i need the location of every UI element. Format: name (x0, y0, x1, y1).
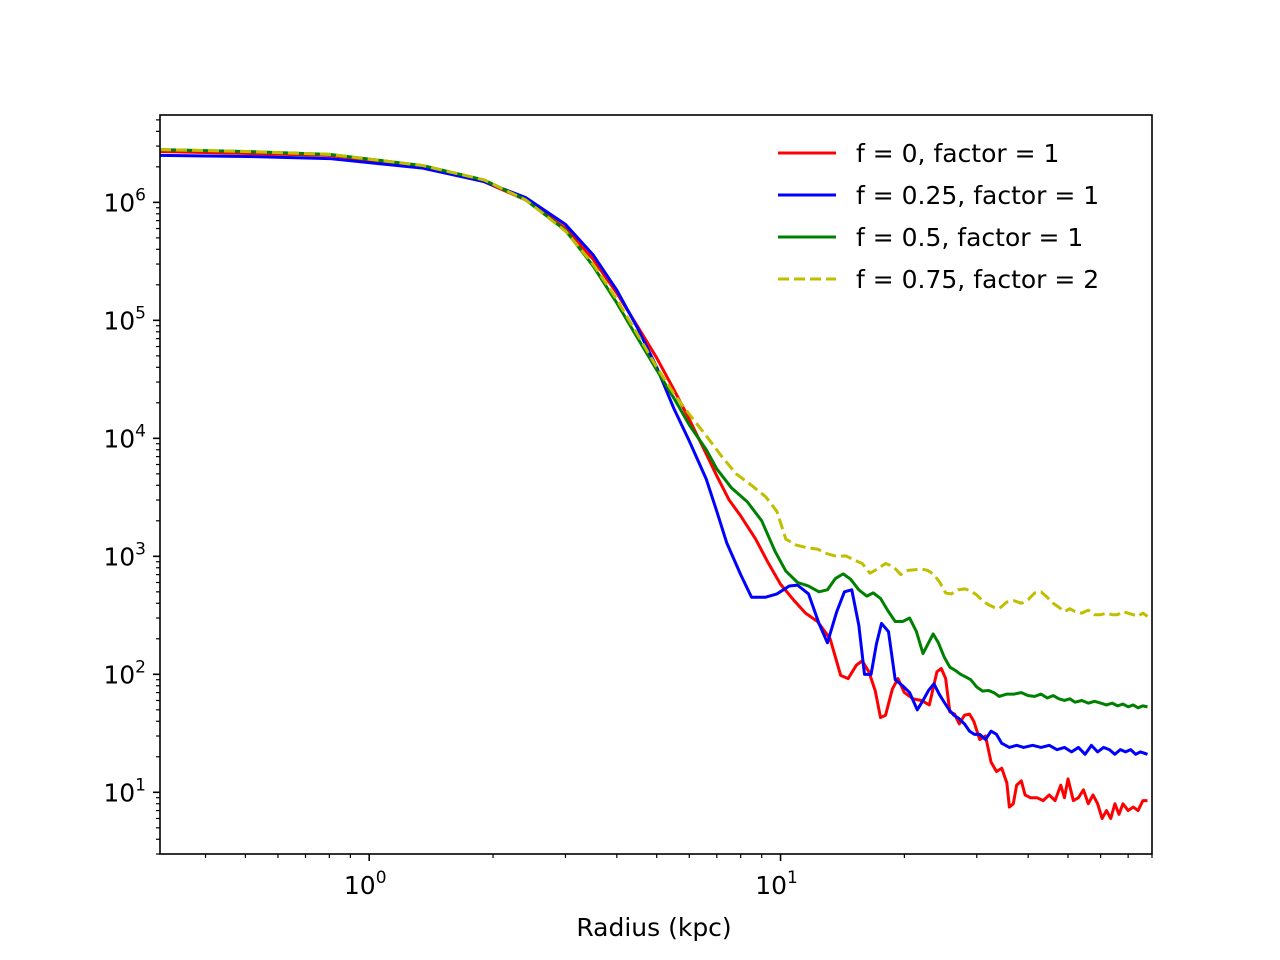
series-line-2 (160, 153, 1148, 756)
x-axis-ticks: 100 101 (204, 854, 1153, 900)
y-tick-label: 104 (103, 421, 146, 453)
y-tick-label: 103 (103, 539, 146, 571)
legend-label-3: f = 0.5, factor = 1 (856, 223, 1083, 252)
legend-label-1: f = 0, factor = 1 (856, 139, 1059, 168)
legend-label-2: f = 0.25, factor = 1 (856, 181, 1099, 210)
legend-label-4: f = 0.75, factor = 2 (856, 265, 1099, 294)
series-layer (160, 148, 1149, 820)
y-tick-label: 105 (103, 303, 146, 335)
y-tick-label: 106 (103, 185, 146, 217)
series-line-3 (160, 148, 1148, 710)
y-tick-label: 101 (103, 775, 146, 807)
y-axis-ticks: 101 102 103 104 105 106 (103, 119, 160, 855)
legend: f = 0, factor = 1 f = 0.25, factor = 1 f =… (778, 139, 1099, 294)
plot-area-frame (159, 114, 1153, 855)
x-axis-label: Radius (kpc) (576, 913, 731, 942)
series-line-4 (160, 148, 1149, 618)
y-tick-label: 102 (103, 657, 146, 689)
